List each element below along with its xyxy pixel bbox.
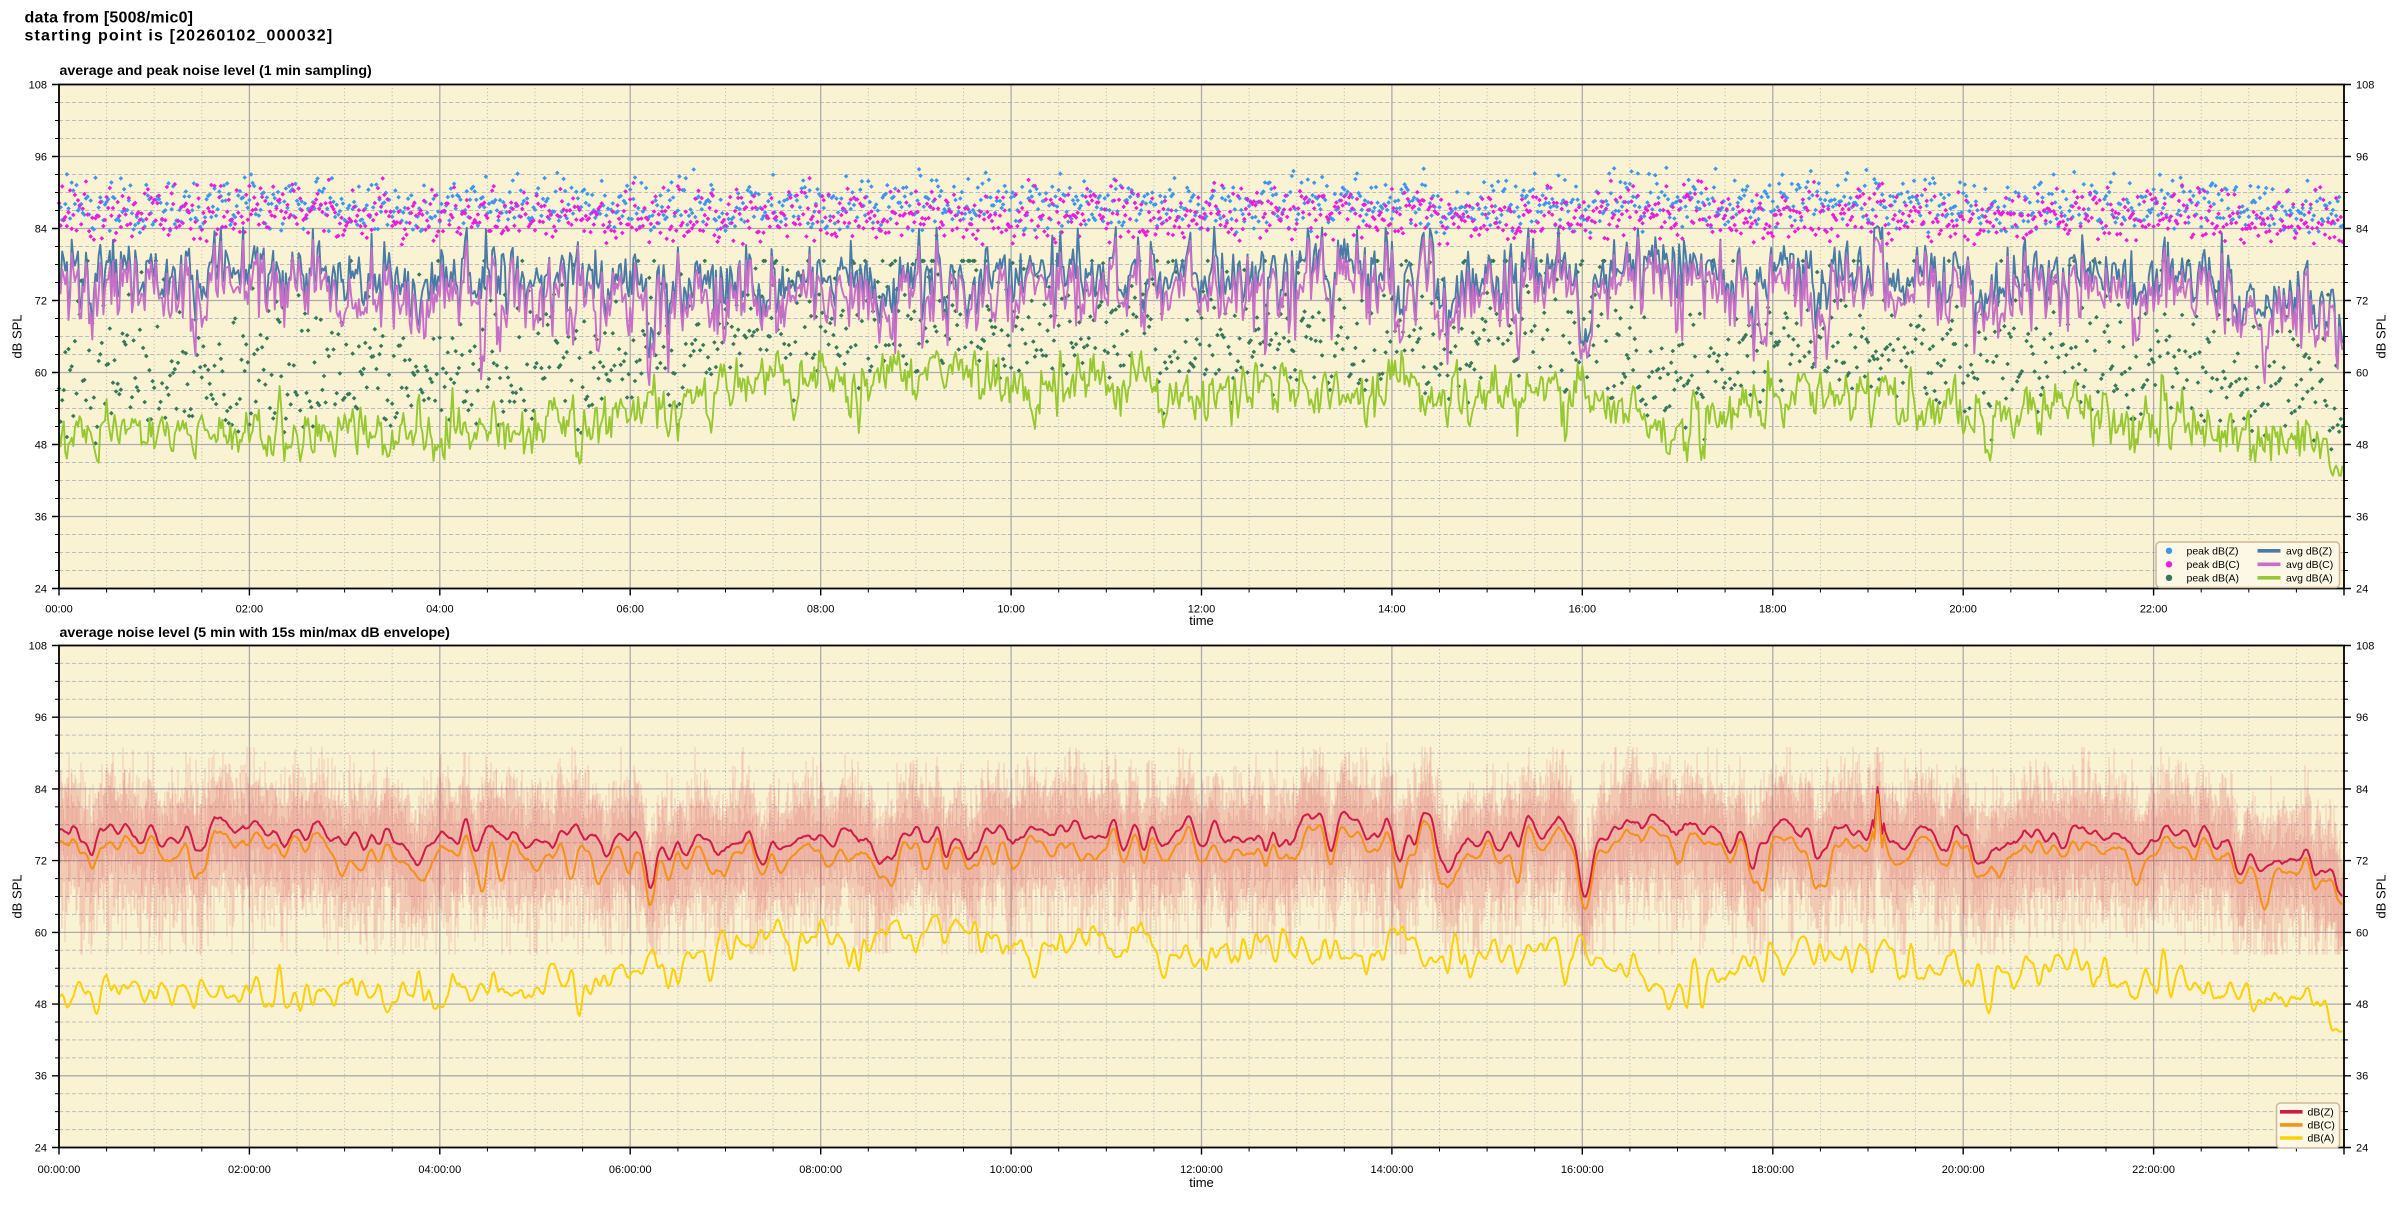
svg-text:20:00:00: 20:00:00: [1942, 1164, 1985, 1176]
svg-text:dB(Z): dB(Z): [2308, 1107, 2334, 1119]
svg-text:108: 108: [29, 79, 47, 91]
svg-text:02:00:00: 02:00:00: [228, 1164, 271, 1176]
svg-text:data from [5008/mic0]: data from [5008/mic0]: [25, 10, 194, 27]
svg-text:72: 72: [2356, 295, 2368, 307]
svg-text:24: 24: [35, 1142, 47, 1154]
svg-text:60: 60: [2356, 927, 2368, 939]
svg-text:10:00: 10:00: [997, 604, 1025, 616]
svg-text:starting point is [20260102_00: starting point is [20260102_000032]: [25, 28, 334, 45]
svg-text:avg dB(C): avg dB(C): [2286, 559, 2333, 571]
svg-text:18:00:00: 18:00:00: [1751, 1164, 1794, 1176]
svg-text:24: 24: [35, 583, 47, 595]
svg-text:peak dB(A): peak dB(A): [2187, 573, 2240, 585]
svg-text:20:00: 20:00: [1949, 604, 1977, 616]
svg-text:36: 36: [2356, 1071, 2368, 1083]
svg-text:14:00: 14:00: [1378, 604, 1406, 616]
svg-text:96: 96: [35, 712, 47, 724]
svg-text:36: 36: [2356, 511, 2368, 523]
svg-text:84: 84: [2356, 223, 2368, 235]
svg-text:16:00:00: 16:00:00: [1561, 1164, 1604, 1176]
svg-text:48: 48: [35, 439, 47, 451]
svg-text:00:00:00: 00:00:00: [38, 1164, 81, 1176]
svg-text:14:00:00: 14:00:00: [1371, 1164, 1414, 1176]
svg-text:04:00:00: 04:00:00: [418, 1164, 461, 1176]
svg-text:60: 60: [35, 927, 47, 939]
svg-text:12:00: 12:00: [1188, 604, 1216, 616]
svg-text:36: 36: [35, 511, 47, 523]
svg-text:time: time: [1189, 1175, 1214, 1190]
svg-text:06:00: 06:00: [616, 604, 644, 616]
svg-text:08:00: 08:00: [807, 604, 835, 616]
svg-text:00:00: 00:00: [45, 604, 73, 616]
svg-text:dB(A): dB(A): [2308, 1133, 2335, 1145]
svg-text:16:00: 16:00: [1569, 604, 1597, 616]
svg-text:60: 60: [35, 367, 47, 379]
svg-text:dB SPL: dB SPL: [2374, 874, 2389, 918]
svg-text:22:00:00: 22:00:00: [2132, 1164, 2175, 1176]
svg-text:08:00:00: 08:00:00: [799, 1164, 842, 1176]
svg-text:average and peak noise level (: average and peak noise level (1 min samp…: [60, 63, 373, 79]
svg-text:48: 48: [2356, 439, 2368, 451]
svg-text:48: 48: [35, 999, 47, 1011]
svg-text:24: 24: [2356, 1142, 2368, 1154]
svg-text:108: 108: [2356, 79, 2374, 91]
svg-text:72: 72: [35, 295, 47, 307]
svg-text:96: 96: [35, 151, 47, 163]
svg-text:22:00: 22:00: [2140, 604, 2168, 616]
svg-text:48: 48: [2356, 999, 2368, 1011]
svg-text:12:00:00: 12:00:00: [1180, 1164, 1223, 1176]
svg-text:peak dB(C): peak dB(C): [2187, 559, 2240, 571]
svg-text:108: 108: [29, 640, 47, 652]
svg-text:72: 72: [35, 856, 47, 868]
svg-text:dB SPL: dB SPL: [2374, 314, 2389, 358]
svg-text:dB SPL: dB SPL: [10, 314, 25, 358]
svg-text:96: 96: [2356, 712, 2368, 724]
svg-text:average noise level (5 min wit: average noise level (5 min with 15s min/…: [60, 625, 451, 641]
svg-text:time: time: [1189, 613, 1214, 628]
svg-text:avg dB(Z): avg dB(Z): [2286, 546, 2332, 558]
svg-text:84: 84: [2356, 784, 2368, 796]
svg-text:84: 84: [35, 223, 47, 235]
svg-text:24: 24: [2356, 583, 2368, 595]
svg-text:avg dB(A): avg dB(A): [2286, 573, 2333, 585]
svg-text:04:00: 04:00: [426, 604, 454, 616]
svg-text:dB(C): dB(C): [2308, 1120, 2335, 1132]
svg-text:10:00:00: 10:00:00: [990, 1164, 1033, 1176]
svg-text:dB SPL: dB SPL: [10, 874, 25, 918]
svg-text:72: 72: [2356, 856, 2368, 868]
svg-text:36: 36: [35, 1071, 47, 1083]
svg-text:02:00: 02:00: [236, 604, 264, 616]
svg-text:18:00: 18:00: [1759, 604, 1787, 616]
svg-text:06:00:00: 06:00:00: [609, 1164, 652, 1176]
svg-text:96: 96: [2356, 151, 2368, 163]
svg-text:108: 108: [2356, 640, 2374, 652]
svg-text:84: 84: [35, 784, 47, 796]
svg-text:60: 60: [2356, 367, 2368, 379]
svg-text:peak dB(Z): peak dB(Z): [2187, 546, 2239, 558]
